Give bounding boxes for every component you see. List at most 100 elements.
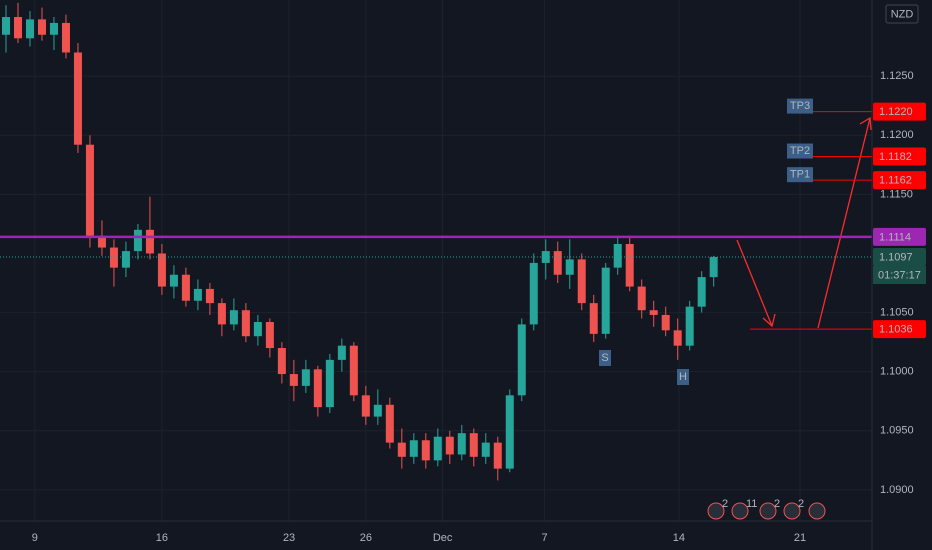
x-tick-label: 14 xyxy=(673,532,685,544)
candle-body xyxy=(301,369,310,386)
candle-body xyxy=(637,286,646,311)
plot xyxy=(1,2,718,481)
candle-body xyxy=(697,277,706,307)
price-label-box xyxy=(873,320,926,339)
price-label: 1.1097 xyxy=(879,251,913,263)
y-tick-label: 1.0950 xyxy=(880,425,914,437)
candle-body xyxy=(289,374,298,386)
candle-body xyxy=(505,395,514,469)
event-icon xyxy=(808,502,826,520)
y-tick-label: 1.1250 xyxy=(880,70,914,82)
x-tick-label: Dec xyxy=(433,532,453,544)
projection-arrow-up xyxy=(817,117,871,329)
x-tick-label: 26 xyxy=(360,532,372,544)
candle-body xyxy=(169,274,178,287)
candle-body xyxy=(529,262,538,325)
candle-body xyxy=(409,440,418,457)
target-tag-box xyxy=(787,98,813,114)
candle-body xyxy=(481,442,490,457)
price-label-box xyxy=(873,102,926,121)
target-tag: TP3 xyxy=(790,100,810,112)
candle-body xyxy=(133,229,142,252)
candle-body xyxy=(553,251,562,275)
price-label: 1.1036 xyxy=(879,324,913,336)
candle-body xyxy=(313,369,322,408)
candle-body xyxy=(421,440,430,461)
event-icon[interactable] xyxy=(759,502,777,520)
candle-body xyxy=(349,345,358,396)
candle-body xyxy=(385,404,394,443)
candle-body xyxy=(253,322,262,337)
price-label: 1.1220 xyxy=(879,106,913,118)
event-count: 11 xyxy=(746,498,757,510)
overlay: TP3 TP2 TP1 S H xyxy=(0,98,872,385)
candle-body xyxy=(241,310,250,337)
price-label: 1.1162 xyxy=(879,175,912,187)
candle-body xyxy=(649,310,658,315)
x-tick-label: 7 xyxy=(541,532,547,544)
candle-body xyxy=(181,274,190,301)
target-tag-box xyxy=(787,167,813,183)
candle-body xyxy=(13,17,22,39)
event-count: 2 xyxy=(722,498,728,510)
pattern-label: S xyxy=(601,352,608,364)
event-icon[interactable] xyxy=(783,502,801,520)
candle-body xyxy=(145,229,154,254)
candle-body xyxy=(325,359,334,408)
countdown: 01:37:17 xyxy=(878,269,921,281)
candle-body xyxy=(277,348,286,375)
candle-body xyxy=(457,433,466,455)
candle-body xyxy=(85,144,94,236)
y-tick-label: 1.0900 xyxy=(880,484,914,496)
candle-body xyxy=(589,303,598,334)
candle-body xyxy=(673,330,682,346)
candle-body xyxy=(97,235,106,248)
candle-body xyxy=(193,288,202,301)
pattern-label: H xyxy=(679,371,687,383)
candle-body xyxy=(565,259,574,275)
candle-body xyxy=(661,314,670,331)
pattern-label-box xyxy=(677,369,689,385)
x-tick-label: 9 xyxy=(32,532,38,544)
price-label: 1.1182 xyxy=(879,151,912,163)
candle-body xyxy=(265,322,274,349)
axes: 1.0900 1.0950 1.1000 1.1050 1.1150 1.1200 1.12… xyxy=(32,70,926,544)
event-count: 2 xyxy=(798,498,804,510)
candle-body xyxy=(205,288,214,304)
pattern-label-box xyxy=(599,350,611,366)
candle-body xyxy=(397,442,406,457)
candle-body xyxy=(61,22,70,53)
event-icon[interactable] xyxy=(731,502,749,520)
candle-body xyxy=(469,433,478,457)
y-tick-label: 1.1000 xyxy=(880,366,914,378)
candle-body xyxy=(613,244,622,268)
x-tick-label: 16 xyxy=(156,532,168,544)
candle-body xyxy=(25,19,34,39)
candle-body xyxy=(109,247,118,268)
candle-body xyxy=(73,52,82,145)
candle-body xyxy=(445,436,454,455)
arrow-head xyxy=(762,313,776,328)
currency-label: NZD xyxy=(891,8,914,20)
candle-body xyxy=(625,244,634,287)
currency-box[interactable] xyxy=(885,4,919,24)
candle-body xyxy=(229,310,238,325)
event-icon[interactable] xyxy=(707,502,725,520)
price-label-box xyxy=(873,171,926,190)
candle-body xyxy=(217,303,226,325)
candle-body xyxy=(433,436,442,461)
candle-body xyxy=(121,251,130,268)
candle-body xyxy=(49,22,58,35)
target-tag-box xyxy=(787,143,813,159)
x-tick-label: 21 xyxy=(794,532,806,544)
candle-body xyxy=(493,442,502,469)
candle-body xyxy=(337,345,346,360)
candle-body xyxy=(37,19,46,35)
price-label-box xyxy=(873,227,926,246)
target-tag: TP1 xyxy=(790,169,810,181)
candle-body xyxy=(577,259,586,304)
target-tag: TP2 xyxy=(790,145,810,157)
x-tick-label: 23 xyxy=(283,532,295,544)
